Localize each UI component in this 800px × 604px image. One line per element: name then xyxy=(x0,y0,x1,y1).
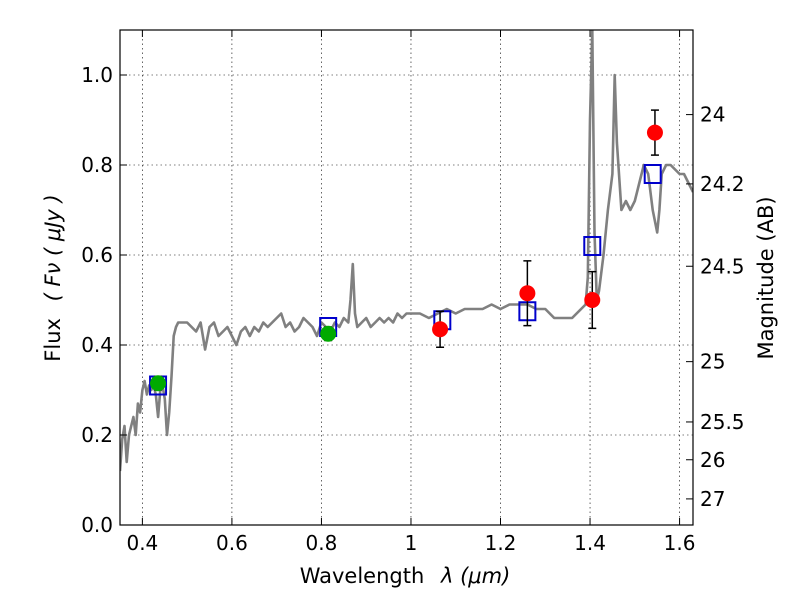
x-axis-label: Wavelength λ (μm) xyxy=(300,564,511,588)
y-tick-label: 0.8 xyxy=(81,153,113,177)
y2-tick-label: 24 xyxy=(700,103,725,127)
y2-tick-label: 27 xyxy=(700,487,725,511)
model-square-point xyxy=(643,164,662,184)
y2-tick-label: 24.2 xyxy=(700,172,745,196)
y-tick-label: 0.4 xyxy=(81,333,113,357)
y-tick-label: 1.0 xyxy=(81,63,113,87)
y2-tick-label: 25.5 xyxy=(700,410,745,434)
x-tick-label: 0.8 xyxy=(306,531,338,555)
data-point xyxy=(320,325,337,342)
x-tick-label: 0.6 xyxy=(216,531,248,555)
data-point xyxy=(519,285,536,302)
y-axis-label-math: ( Fν ( μJy ) xyxy=(41,194,65,301)
y2-tick-label: 26 xyxy=(700,448,725,472)
x-axis-label-text: Wavelength xyxy=(300,564,425,588)
spectrum-line xyxy=(120,30,693,472)
plot-area xyxy=(120,30,693,472)
data-point xyxy=(150,375,167,392)
ticks: 0.4 0.6 0.8 1 1.2 1.4 1.6 0.0 0.2 0.4 0.6 0.8 1.0 24 2… xyxy=(81,30,745,555)
y-tick-label: 0.6 xyxy=(81,243,113,267)
data-point xyxy=(646,124,663,141)
data-point xyxy=(584,292,601,308)
x-tick-label: 1.6 xyxy=(664,531,696,555)
x-tick-label: 1.4 xyxy=(574,531,606,555)
x-tick-label: 1.2 xyxy=(485,531,517,555)
x-tick-label: 0.4 xyxy=(126,531,158,555)
y2-tick-label: 25 xyxy=(700,350,725,374)
y2-axis-label: Magnitude (AB) xyxy=(754,196,778,359)
y-tick-label: 0.0 xyxy=(81,513,113,537)
y2-tick-label: 24.5 xyxy=(700,254,745,278)
model-square-point xyxy=(583,236,602,256)
grid xyxy=(120,30,693,526)
x-axis-label-math: λ (μm) xyxy=(440,564,510,588)
y-tick-label: 0.2 xyxy=(81,423,113,447)
y-axis-label: Flux ( Fν ( μJy ) xyxy=(41,194,65,361)
y-axis-label-text: Flux xyxy=(41,318,65,362)
x-tick-label: 1 xyxy=(405,531,418,555)
plot-frame xyxy=(119,29,694,526)
data-point xyxy=(432,321,449,338)
